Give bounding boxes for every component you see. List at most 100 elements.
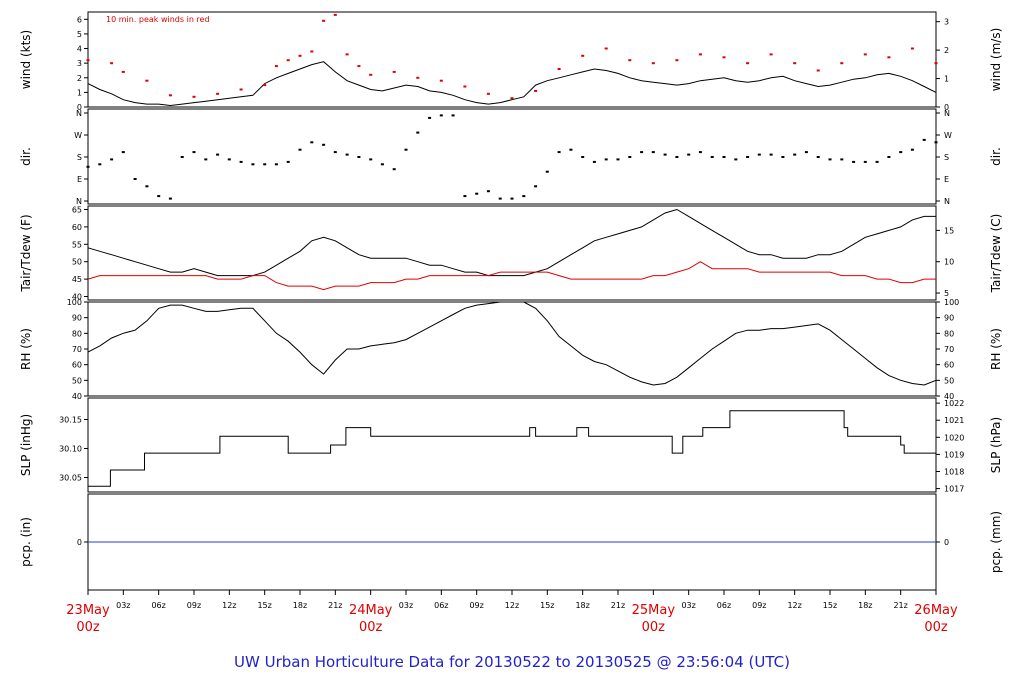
x-tick-label: 03z xyxy=(116,601,130,610)
data-point xyxy=(816,156,820,158)
x-tick-label: 15z xyxy=(823,601,837,610)
data-point xyxy=(322,19,326,22)
data-point xyxy=(263,84,267,87)
tick-label-right: 1022 xyxy=(944,399,964,408)
data-point xyxy=(746,62,750,65)
data-point xyxy=(604,47,608,50)
panel-frame xyxy=(87,11,937,108)
panel-frame xyxy=(87,397,937,493)
data-point xyxy=(216,92,220,95)
data-point xyxy=(651,151,655,154)
data-point xyxy=(651,62,655,65)
series-temp-1 xyxy=(87,261,936,291)
series-line xyxy=(87,301,937,386)
footer-title: UW Urban Horticulture Data for 20130522 … xyxy=(234,653,790,671)
data-point xyxy=(227,158,231,161)
series-line xyxy=(87,61,937,107)
tick-label-left: 0 xyxy=(77,103,82,112)
tick-label-left: W xyxy=(74,131,82,140)
data-point xyxy=(239,88,243,91)
tick-label-right: 15 xyxy=(944,226,954,235)
panel-frame xyxy=(87,205,937,301)
data-point xyxy=(357,65,361,68)
tick-label-right: N xyxy=(944,109,950,118)
data-point xyxy=(310,141,314,144)
series-temp-0 xyxy=(87,208,936,277)
series-slp-0 xyxy=(88,410,936,487)
data-point xyxy=(286,160,290,163)
panel-dir: dir. dir. N E S W N N E S W N xyxy=(19,108,1003,206)
tick-label-left: 6 xyxy=(77,15,82,24)
data-point xyxy=(204,158,208,161)
tick-label-left: 50 xyxy=(72,376,82,385)
data-point xyxy=(793,62,797,65)
data-point xyxy=(840,62,844,65)
data-point xyxy=(687,153,691,156)
day-time-label: 00z xyxy=(359,620,383,635)
series-wind-0 xyxy=(87,61,937,107)
tick-label-right: 1019 xyxy=(944,450,964,459)
data-point xyxy=(463,85,467,88)
series-line xyxy=(87,208,936,277)
tick-label-right: 1 xyxy=(944,75,949,84)
x-tick-label: 09z xyxy=(469,601,483,610)
tick-label-left: 70 xyxy=(72,345,82,354)
data-point xyxy=(416,131,420,134)
data-point xyxy=(534,185,538,188)
data-point xyxy=(298,148,302,151)
ylabel-left: wind (kts) xyxy=(19,30,33,89)
tick-label-right: 90 xyxy=(944,314,954,323)
day-label: 25May xyxy=(632,603,676,618)
data-point xyxy=(887,56,891,59)
tick-label-left: S xyxy=(77,153,82,162)
data-point xyxy=(110,158,114,161)
x-tick-label: 15z xyxy=(257,601,271,610)
ylabel-left: RH (%) xyxy=(19,328,33,370)
x-tick-label: 12z xyxy=(222,601,236,610)
data-point xyxy=(263,163,267,166)
tick-label-left: 4 xyxy=(77,45,82,54)
data-point xyxy=(369,73,373,76)
tick-label-right: 40 xyxy=(944,392,954,401)
tick-label-left: 30.10 xyxy=(59,444,82,453)
x-tick-label: 03z xyxy=(399,601,413,610)
ylabel-left: Tair/Tdew (F) xyxy=(19,214,33,292)
tick-label-left: 100 xyxy=(67,298,82,307)
tick-label-right: 100 xyxy=(944,298,959,307)
tick-label-right: S xyxy=(944,153,949,162)
ylabel-right: dir. xyxy=(989,147,1003,166)
data-point xyxy=(510,97,514,100)
tick-label-left: 55 xyxy=(72,240,82,249)
data-point xyxy=(157,195,161,198)
tick-label-left: 90 xyxy=(72,314,82,323)
data-point xyxy=(510,197,514,200)
tick-label-left: 0 xyxy=(77,538,82,547)
data-point xyxy=(863,160,867,163)
data-point xyxy=(274,163,278,166)
tick-label-left: 80 xyxy=(72,329,82,338)
data-point xyxy=(628,156,632,158)
data-point xyxy=(380,163,384,166)
data-point xyxy=(640,151,644,154)
data-point xyxy=(910,148,914,151)
data-point xyxy=(852,160,856,163)
data-point xyxy=(428,116,432,119)
tick-label-right: 10 xyxy=(944,258,954,267)
data-point xyxy=(145,185,149,188)
tick-label-left: 3 xyxy=(77,59,82,68)
tick-label-right: 1017 xyxy=(944,485,964,494)
data-point xyxy=(557,151,561,154)
data-point xyxy=(439,114,443,117)
data-point xyxy=(663,153,667,156)
x-tick-label: 03z xyxy=(681,601,695,610)
tick-label-right: E xyxy=(944,175,949,184)
tick-label-right: 60 xyxy=(944,361,954,370)
x-tick-label: 06z xyxy=(151,601,165,610)
x-tick-label: 21z xyxy=(893,601,907,610)
data-point xyxy=(569,148,573,151)
tick-label-right: 80 xyxy=(944,329,954,338)
tick-label-right: 1021 xyxy=(944,416,964,425)
data-point xyxy=(604,158,608,161)
data-point xyxy=(934,141,938,144)
